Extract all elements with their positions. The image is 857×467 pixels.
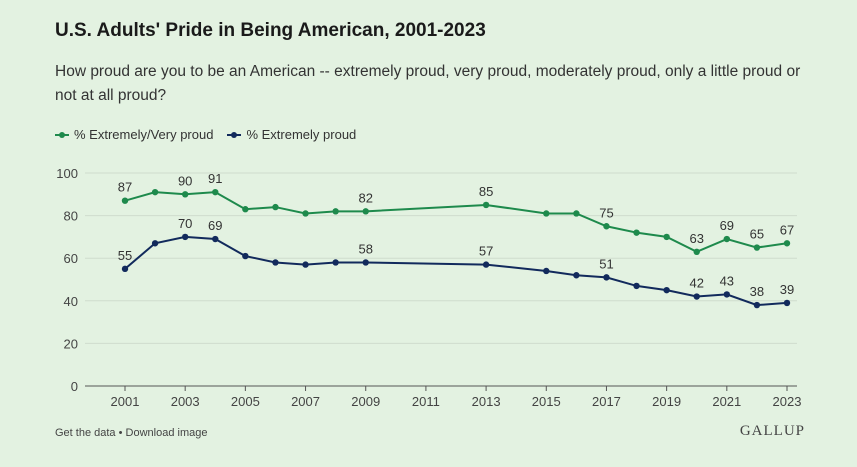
x-tick-label: 2007 (291, 394, 320, 409)
data-label: 82 (358, 190, 372, 205)
data-point (482, 201, 490, 209)
data-point (633, 229, 640, 236)
data-point (693, 293, 700, 300)
data-point (603, 274, 610, 281)
data-label: 70 (178, 216, 192, 231)
data-point (242, 252, 249, 260)
legend: % Extremely/Very proud % Extremely proud (55, 127, 356, 142)
data-label: 63 (689, 231, 703, 246)
chart-subtitle: How proud are you to be an American -- e… (55, 63, 801, 104)
footer-links: Get the data • Download image (55, 427, 207, 439)
data-point (633, 282, 640, 290)
y-tick-label: 0 (71, 379, 78, 394)
data-point (753, 301, 761, 309)
data-point (332, 259, 339, 266)
y-tick-label: 20 (64, 336, 78, 351)
data-label: 67 (780, 222, 794, 237)
data-label: 38 (750, 284, 764, 299)
legend-item-extremely[interactable]: % Extremely proud (227, 127, 356, 142)
data-point (482, 261, 490, 268)
y-tick-label: 100 (56, 166, 78, 181)
legend-item-extremely-very[interactable]: % Extremely/Very proud (55, 127, 213, 142)
data-label: 75 (599, 205, 613, 220)
x-tick-label: 2015 (532, 394, 561, 409)
data-point (362, 208, 369, 215)
data-point (543, 267, 550, 275)
legend-label-extremely: % Extremely proud (246, 127, 357, 142)
x-tick-label: 2011 (412, 394, 440, 409)
x-tick-label: 2001 (111, 394, 140, 409)
data-label: 87 (118, 180, 132, 195)
legend-label-extremely-very: % Extremely/Very proud (74, 127, 214, 142)
data-label: 91 (208, 171, 222, 186)
data-point (302, 210, 309, 217)
data-point (272, 259, 279, 266)
data-label: 85 (479, 184, 493, 199)
data-point (783, 240, 791, 247)
x-tick-label: 2005 (231, 394, 260, 409)
data-point (181, 233, 189, 241)
data-label: 69 (208, 218, 222, 233)
gallup-logo: GALLUP (739, 423, 805, 439)
data-label: 69 (720, 218, 734, 233)
x-tick-label: 2021 (712, 394, 741, 409)
data-label: 51 (599, 256, 613, 271)
data-point (753, 244, 761, 251)
data-label: 55 (118, 248, 132, 263)
data-point (212, 235, 219, 243)
data-label: 90 (178, 173, 192, 188)
x-tick-label: 2019 (652, 394, 681, 409)
data-label: 57 (479, 244, 493, 259)
data-point (693, 248, 700, 256)
data-point (723, 235, 731, 243)
data-point (573, 210, 580, 217)
data-point (663, 233, 670, 241)
x-tick-label: 2003 (171, 394, 200, 409)
data-point (212, 188, 219, 196)
data-label: 65 (750, 227, 764, 242)
y-tick-label: 60 (64, 251, 78, 266)
data-point (543, 210, 550, 217)
get-data-link[interactable]: Get the data (55, 427, 116, 439)
y-tick-label: 40 (64, 294, 78, 309)
data-label: 43 (720, 273, 734, 288)
data-label: 58 (358, 241, 372, 256)
data-point (603, 223, 610, 230)
data-label: 42 (689, 276, 703, 291)
data-point (272, 203, 279, 211)
x-tick-label: 2023 (773, 394, 802, 409)
line-chart: 0 20 40 60 80 100 2001 2003 2005 2007 2009 2011 2013… (56, 166, 802, 409)
data-label: 39 (780, 282, 794, 297)
series-line-0 (124, 191, 788, 253)
data-point (151, 240, 159, 247)
chart-title: U.S. Adults' Pride in Being American, 20… (55, 20, 486, 41)
data-point (121, 265, 129, 273)
data-point (242, 206, 249, 213)
data-point (663, 286, 670, 294)
data-point (573, 272, 580, 279)
data-point (121, 197, 129, 204)
data-point (783, 299, 791, 307)
data-point (302, 261, 309, 268)
data-point (362, 259, 369, 266)
data-point (151, 188, 159, 196)
data-point (332, 208, 339, 215)
data-point (181, 191, 189, 198)
x-tick-label: 2017 (592, 394, 621, 409)
footer-separator: • (118, 427, 123, 439)
x-tick-label: 2013 (472, 394, 501, 409)
y-tick-label: 80 (64, 209, 78, 224)
download-image-link[interactable]: Download image (125, 427, 208, 439)
data-point (723, 291, 731, 298)
x-tick-label: 2009 (351, 394, 380, 409)
